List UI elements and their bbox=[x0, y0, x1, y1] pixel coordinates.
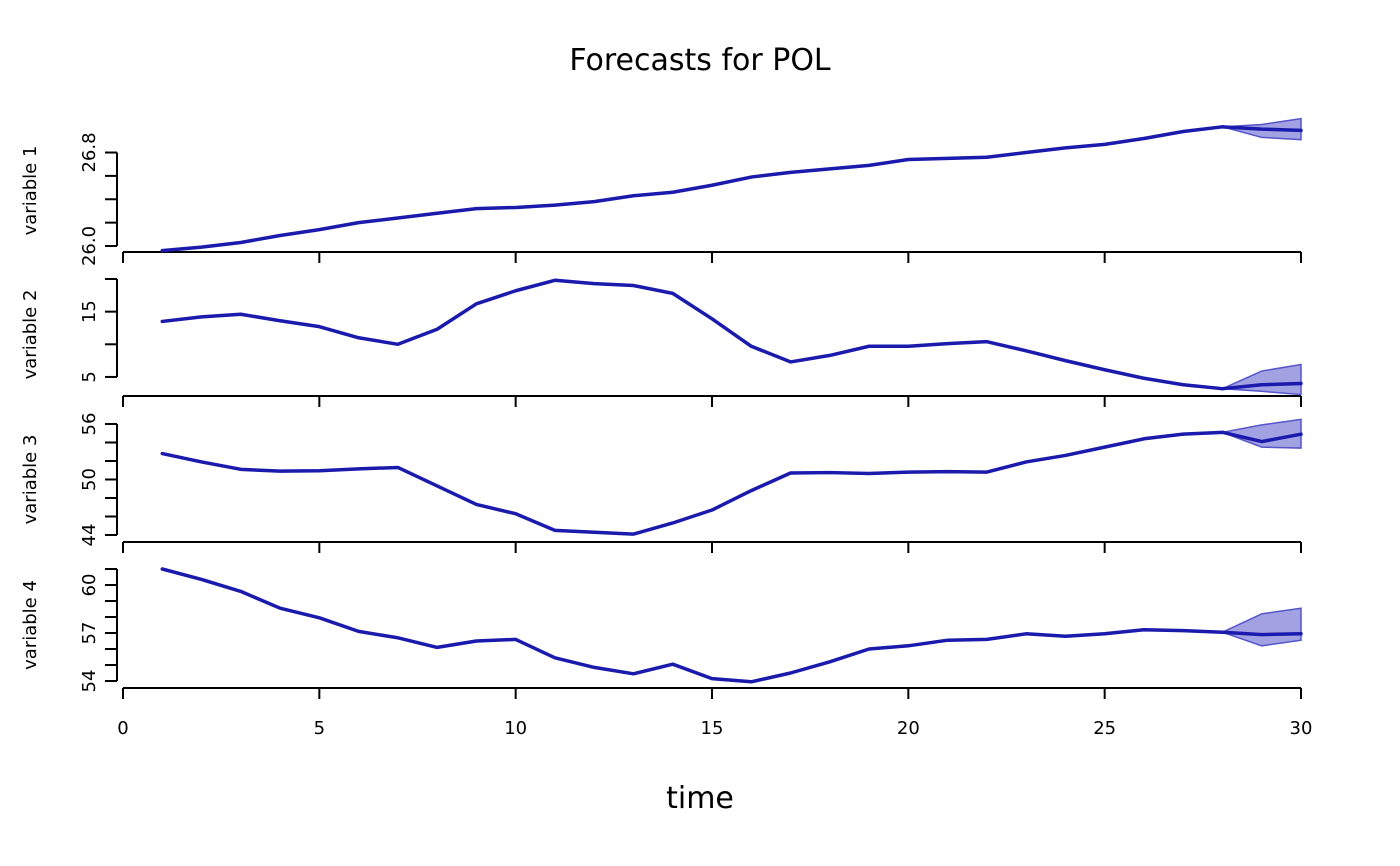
chart-title: Forecasts for POL bbox=[569, 43, 831, 78]
forecast-interval-band bbox=[1222, 363, 1302, 396]
series-line bbox=[160, 430, 1225, 536]
panel-4: 54 57 60 variable 4 bbox=[20, 567, 1303, 699]
forecast-line bbox=[1220, 381, 1303, 391]
x-tick-label: 30 bbox=[1290, 718, 1313, 739]
x-tick-label: 10 bbox=[504, 718, 527, 739]
y-axis-label: variable 4 bbox=[20, 580, 41, 670]
series-line bbox=[160, 278, 1225, 391]
y-tick-label: 54 bbox=[79, 670, 100, 693]
y-tick-label: 50 bbox=[79, 468, 100, 491]
x-tick-label: 25 bbox=[1093, 718, 1116, 739]
forecast-line bbox=[1220, 125, 1303, 133]
forecast-line bbox=[1220, 630, 1303, 637]
panel-2: 5 15 variable 2 bbox=[20, 278, 1303, 407]
x-axis-label: time bbox=[666, 781, 734, 816]
panel-3: 44 50 56 variable 3 bbox=[20, 413, 1303, 553]
forecast-line bbox=[1220, 430, 1303, 444]
y-axis-label: variable 1 bbox=[20, 146, 41, 236]
y-axis-label: variable 2 bbox=[20, 290, 41, 380]
series-line bbox=[160, 567, 1225, 684]
x-tick-label: 20 bbox=[897, 718, 920, 739]
forecast-interval-band bbox=[1220, 607, 1302, 647]
x-tick-label: 0 bbox=[117, 718, 128, 739]
y-tick-label: 26.0 bbox=[79, 226, 100, 266]
y-tick-label: 26.8 bbox=[79, 132, 100, 172]
panel-1: 26.0 26.8 variable 1 bbox=[20, 117, 1303, 266]
y-tick-label: 56 bbox=[79, 413, 100, 436]
series-line bbox=[160, 125, 1225, 253]
y-tick-label: 5 bbox=[79, 371, 100, 382]
y-axis-label: variable 3 bbox=[20, 435, 41, 525]
x-tick-label: 15 bbox=[701, 718, 724, 739]
x-tick-label: 5 bbox=[314, 718, 325, 739]
y-tick-label: 15 bbox=[79, 300, 100, 323]
y-tick-label: 44 bbox=[79, 524, 100, 547]
y-tick-label: 60 bbox=[79, 574, 100, 597]
y-tick-label: 57 bbox=[79, 622, 100, 645]
